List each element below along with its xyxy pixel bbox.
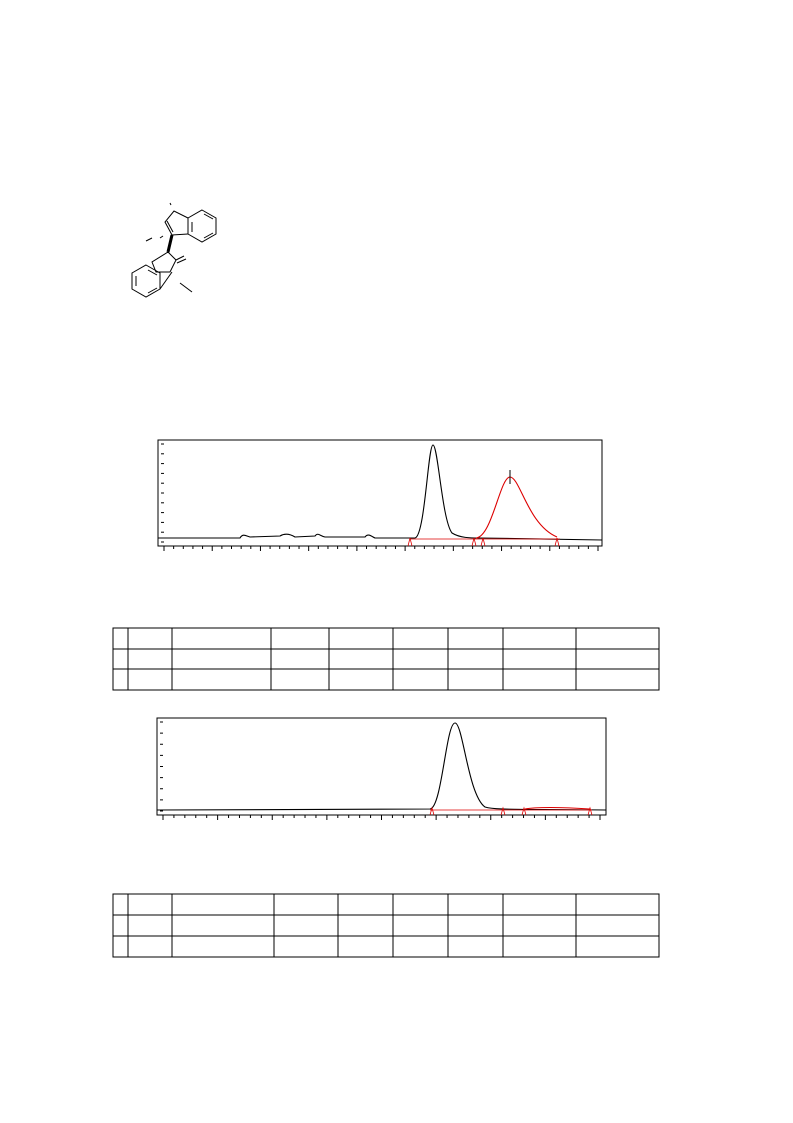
table-cell (575, 893, 660, 916)
table-cell (392, 935, 449, 958)
table-cell (575, 914, 660, 937)
table-cell (328, 648, 394, 670)
table-cell (502, 914, 577, 937)
table (112, 893, 660, 958)
table-cell (127, 893, 173, 916)
table-cell (392, 627, 449, 650)
table-cell (392, 893, 449, 916)
table-cell (337, 914, 394, 937)
table-cell (447, 935, 504, 958)
tables (112, 627, 660, 958)
table-cell (112, 668, 129, 691)
table-cell (502, 668, 577, 691)
table-cell (328, 627, 394, 650)
table-cell (337, 935, 394, 958)
table-cell (270, 648, 330, 670)
table-cell (502, 893, 577, 916)
table-cell (171, 648, 272, 670)
table-cell (337, 893, 394, 916)
table-cell (112, 627, 129, 650)
table-cell (171, 627, 272, 650)
table-cell (112, 914, 129, 937)
table-cell (392, 648, 449, 670)
table-cell (171, 893, 275, 916)
table-cell (112, 648, 129, 670)
chromatogram (157, 439, 603, 551)
table-cell (392, 914, 449, 937)
table-cell (127, 648, 173, 670)
table-cell (127, 914, 173, 937)
table-cell (502, 648, 577, 670)
table-cell (112, 935, 129, 958)
table-cell (447, 893, 504, 916)
molecule (131, 202, 217, 298)
table-cell (127, 627, 173, 650)
table (112, 627, 660, 691)
table-cell (127, 668, 173, 691)
chromatogram (156, 717, 607, 820)
table-cell (447, 648, 504, 670)
table-cell (447, 914, 504, 937)
table-cell (502, 935, 577, 958)
table-cell (392, 668, 449, 691)
table-cell (447, 627, 504, 650)
table-cell (270, 668, 330, 691)
table-cell (575, 648, 660, 670)
table-cell (502, 627, 577, 650)
table-cell (171, 668, 272, 691)
table-cell (273, 893, 339, 916)
table-cell (328, 668, 394, 691)
table-cell (575, 668, 660, 691)
table-cell (273, 935, 339, 958)
table-cell (112, 893, 129, 916)
table-cell (171, 914, 275, 937)
table-cell (575, 627, 660, 650)
table-cell (127, 935, 173, 958)
table-cell (447, 668, 504, 691)
table-cell (273, 914, 339, 937)
table-cell (171, 935, 275, 958)
table-cell (270, 627, 330, 650)
table-cell (575, 935, 660, 958)
